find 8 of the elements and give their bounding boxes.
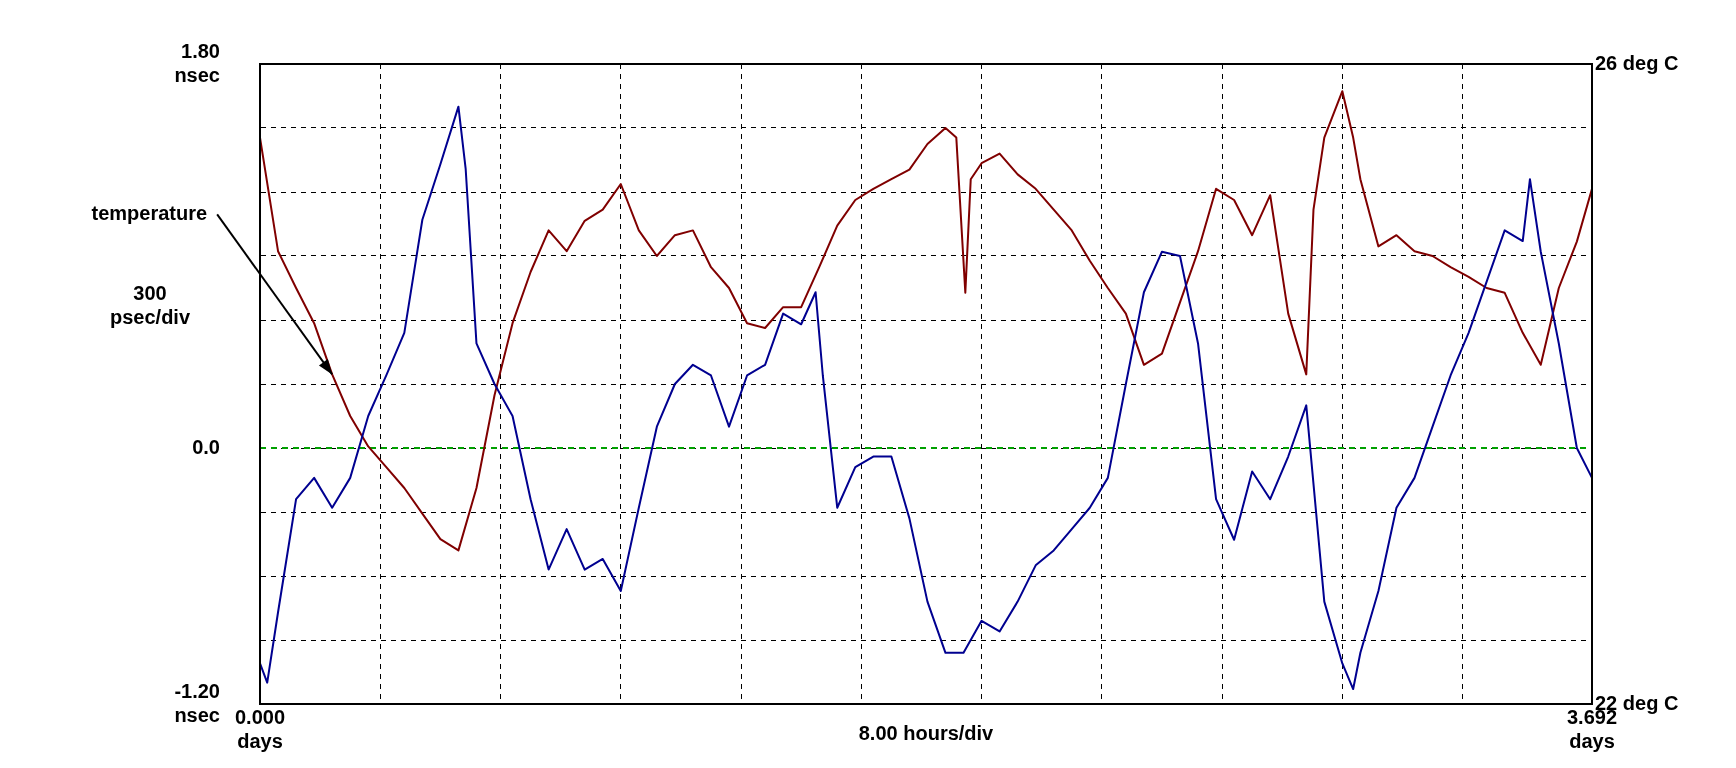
annotation: temperature xyxy=(91,201,208,224)
y2-tick-label: 26 deg C xyxy=(1595,51,1679,74)
y-tick-label: -1.20 nsec xyxy=(174,679,220,726)
y-tick-label: 1.80 nsec xyxy=(174,39,220,86)
x-axis-title: 8.00 hours/div xyxy=(858,721,995,744)
y-axis-title: 300 psec/div xyxy=(109,281,191,328)
x-tick-label: 0.000 days xyxy=(234,705,286,752)
y-tick-label: 0.0 xyxy=(192,435,220,458)
